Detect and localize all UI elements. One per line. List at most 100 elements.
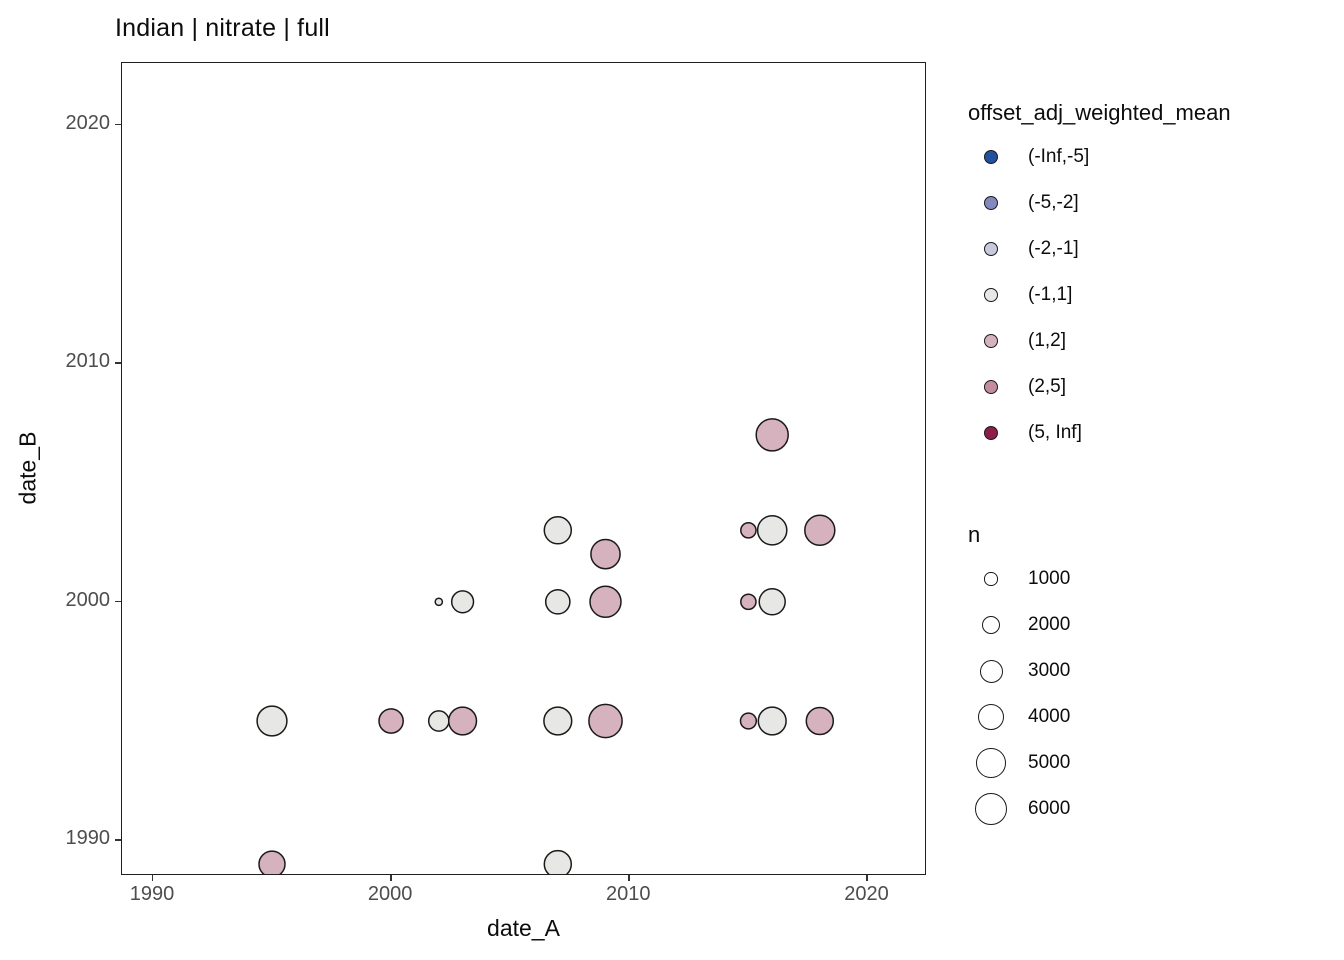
y-axis-title: date_B xyxy=(14,431,41,505)
legend-label: 5000 xyxy=(1028,752,1071,773)
x-tick-label: 1990 xyxy=(129,883,175,905)
legend-key-box xyxy=(966,334,1016,348)
legend-size-key-circle xyxy=(976,748,1006,778)
data-point xyxy=(544,588,571,615)
legend-color-key-circle xyxy=(984,426,998,440)
color-legend-item: (-Inf,-5] xyxy=(966,134,1231,180)
legend-size-key-circle xyxy=(984,572,998,586)
legend-color-key-circle xyxy=(984,242,998,256)
legend-key-box xyxy=(966,426,1016,440)
color-legend-item: (-2,-1] xyxy=(966,226,1231,272)
y-tick-mark xyxy=(115,600,121,603)
x-tick-mark xyxy=(151,875,154,881)
data-point xyxy=(805,706,835,736)
data-point xyxy=(804,514,836,547)
data-point xyxy=(543,849,573,874)
legend-color-key-circle xyxy=(984,334,998,348)
color-legend-rows: (-Inf,-5] (-5,-2] (-2,-1] (-1,1] (1,2] (2,5] (… xyxy=(966,134,1231,456)
legend-color-key-circle xyxy=(984,380,998,394)
x-tick-mark xyxy=(390,875,392,881)
color-legend-title: offset_adj_weighted_mean xyxy=(968,100,1231,125)
y-tick-mark xyxy=(115,123,121,126)
color-legend: offset_adj_weighted_mean (-Inf,-5] (-5,-2… xyxy=(966,92,1231,456)
legend-size-key-circle xyxy=(977,703,1005,731)
data-point xyxy=(740,521,757,539)
data-point xyxy=(588,703,623,739)
legend-label: 4000 xyxy=(1028,706,1071,727)
legend-size-key-circle xyxy=(979,659,1003,683)
x-tick-label: 2000 xyxy=(367,883,413,905)
x-tick-label: 2020 xyxy=(844,883,889,905)
data-point xyxy=(757,706,787,736)
data-point xyxy=(739,712,758,730)
legend-label: (5, Inf] xyxy=(1028,422,1082,443)
legend-key-box xyxy=(966,792,1016,826)
legend-key-box xyxy=(966,380,1016,394)
legend-size-key-circle xyxy=(981,615,1001,635)
y-tick-mark xyxy=(115,362,121,364)
legend-label: (-Inf,-5] xyxy=(1028,146,1090,167)
color-legend-item: (-1,1] xyxy=(966,272,1231,318)
y-tick-mark xyxy=(115,839,121,841)
size-legend-item: 2000 xyxy=(966,602,1070,648)
y-tick-label: 2000 xyxy=(65,588,111,611)
data-point xyxy=(258,850,286,874)
legend-label: (-1,1] xyxy=(1028,284,1073,305)
legend-key-box xyxy=(966,703,1016,731)
data-point xyxy=(590,538,621,570)
color-legend-item: (-5,-2] xyxy=(966,180,1231,226)
legend-size-key-circle xyxy=(974,792,1008,826)
size-legend-item: 1000 xyxy=(966,556,1070,602)
data-point xyxy=(758,588,786,616)
legend-key-box xyxy=(966,748,1016,778)
legend-label: 3000 xyxy=(1028,660,1071,681)
color-legend-item: (5, Inf] xyxy=(966,410,1231,456)
data-point xyxy=(434,597,444,607)
color-legend-item: (1,2] xyxy=(966,318,1231,364)
size-legend-title: n xyxy=(968,522,981,547)
data-point xyxy=(447,706,478,736)
legend-key-box xyxy=(966,572,1016,586)
x-tick-mark xyxy=(628,875,630,881)
legend-key-box xyxy=(966,288,1016,302)
chart-title: Indian | nitrate | full xyxy=(115,14,330,42)
size-legend-item: 3000 xyxy=(966,648,1070,694)
legend-label: 1000 xyxy=(1028,568,1071,589)
data-point xyxy=(755,418,789,452)
plot-panel xyxy=(121,62,926,875)
data-point xyxy=(543,516,573,545)
x-tick-mark xyxy=(866,875,868,881)
legend-key-box xyxy=(966,659,1016,683)
data-point xyxy=(543,706,573,736)
data-point xyxy=(589,585,622,619)
x-tick-label: 2010 xyxy=(606,883,651,905)
size-legend-rows: 1000 2000 3000 4000 5000 6000 xyxy=(966,556,1070,832)
color-legend-item: (2,5] xyxy=(966,364,1231,410)
size-legend-item: 4000 xyxy=(966,694,1070,740)
points-layer xyxy=(256,418,836,874)
data-point xyxy=(378,708,404,734)
legend-color-key-circle xyxy=(984,288,998,302)
data-point xyxy=(740,593,757,611)
legend-label: 2000 xyxy=(1028,614,1071,635)
legend-key-box xyxy=(966,615,1016,635)
x-axis-title: date_A xyxy=(487,915,560,941)
size-legend-item: 6000 xyxy=(966,786,1070,832)
legend-label: (2,5] xyxy=(1028,376,1067,397)
legend-key-box xyxy=(966,242,1016,256)
data-point xyxy=(427,710,450,732)
legend-color-key-circle xyxy=(984,196,998,210)
legend-label: (-2,-1] xyxy=(1028,238,1079,259)
size-legend-item: 5000 xyxy=(966,740,1070,786)
legend-color-key-circle xyxy=(984,150,998,164)
legend-label: (1,2] xyxy=(1028,330,1067,351)
y-tick-label: 1990 xyxy=(65,827,111,850)
data-point xyxy=(756,514,788,546)
legend-key-box xyxy=(966,150,1016,164)
legend-label: 6000 xyxy=(1028,798,1071,819)
size-legend: n 1000 2000 3000 4000 5000 6000 xyxy=(966,514,1070,832)
legend-label: (-5,-2] xyxy=(1028,192,1079,213)
y-tick-label: 2010 xyxy=(65,350,111,373)
y-tick-label: 2020 xyxy=(65,112,111,135)
